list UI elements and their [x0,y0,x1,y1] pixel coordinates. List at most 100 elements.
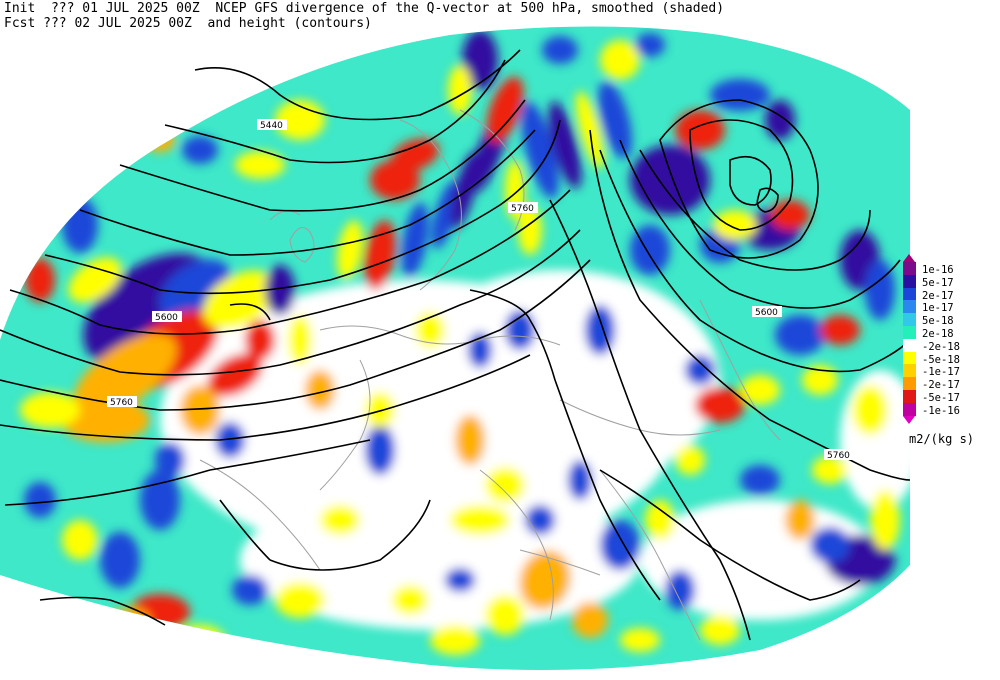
contour-label: 5440 [260,121,283,131]
shaded-cell [365,392,395,428]
colorbar-bottom-arrow [903,415,915,424]
shaded-cell [270,430,390,510]
contour-label: 5760 [511,204,534,214]
colorbar-label: -2e-17 [922,379,960,392]
shaded-cell [765,100,795,140]
shaded-cell [770,200,810,230]
shaded-cell [445,568,475,592]
shaded-cell [320,505,360,535]
shaded-cell [235,151,285,179]
shaded-cell [695,387,745,423]
shaded-cell [462,30,498,90]
colorbar-swatch [903,326,916,339]
shaded-cell [620,628,660,652]
shaded-cell [597,81,633,159]
shaded-cell [392,585,428,615]
shaded-cell [62,520,98,560]
shaded-cell [630,145,710,215]
shaded-cell [700,615,740,645]
shaded-cell [365,425,395,475]
shaded-cell [585,305,615,355]
shaded-cell [675,445,705,475]
shaded-cell [182,136,218,164]
shaded-cell [100,532,140,588]
colorbar-label: -1e-17 [922,366,960,379]
shaded-cell [155,442,185,478]
shaded-cell [145,128,175,152]
colorbar-swatch [903,390,916,403]
colorbar-swatch [903,274,916,288]
colorbar-swatch [903,313,916,326]
contour-label: 5760 [827,451,850,461]
shaded-cell [600,40,640,80]
colorbar-swatch [903,377,916,390]
header-line-init: Init ??? 01 JUL 2025 00Z NCEP GFS diverg… [4,1,725,16]
colorbar-swatch [903,262,916,275]
shaded-cell [60,398,150,442]
shaded-cell [400,270,720,490]
shaded-cell [665,570,695,610]
shaded-cell [305,370,335,410]
shaded-cell [140,470,180,530]
shaded-cell [25,258,55,302]
shaded-cell [62,197,98,253]
shaded-cell [810,527,850,563]
shaded-cell [521,101,559,199]
shaded-cell [20,392,80,428]
shaded-cell [635,33,665,57]
contour-label-group: 5440 5600 5760 5760 5600 5760 [107,119,854,461]
shaded-cell [485,467,525,503]
colorbar-label: -5e-17 [922,392,960,404]
colorbar-swatch [903,351,916,365]
colorbar-label: 1e-16 [922,264,954,276]
shaded-cell [5,218,35,262]
height-contours [0,49,911,641]
shaded-cell [390,138,440,172]
shaded-cell [600,520,640,570]
shaded-cell [525,505,555,535]
shaded-cell [572,602,608,638]
shaded-cell [455,415,485,465]
shaded-cell [865,260,895,320]
shaded-cell [519,550,571,610]
shaded-cell [542,36,578,64]
shaded-cell [505,310,535,350]
shaded-cell [518,205,542,255]
shaded-cell [265,265,295,315]
colorbar-label: 5e-18 [922,315,954,328]
shaded-cell [713,210,757,240]
shaded-cell [401,202,429,278]
shaded-cell [486,76,524,144]
coastlines [199,109,781,641]
colorbar-label: 5e-17 [922,276,954,289]
shaded-cell [820,315,860,345]
colorbar-label: -5e-18 [922,353,960,366]
shaded-cell [785,500,815,540]
colorbar-label: 1e-17 [922,302,954,315]
header-line-fcst: Fcst ??? 02 JUL 2025 00Z and height (con… [4,16,372,31]
shaded-cell [337,220,363,280]
shaded-cell [207,353,263,397]
shaded-cell [802,365,838,395]
shaded-cell [542,395,658,465]
shaded-cell [685,355,715,385]
shaded-cell [740,465,780,495]
shaded-cell [232,575,268,605]
shaded-cell [275,582,325,618]
shaded-cell [245,320,275,360]
shaded-cell [288,315,312,365]
shaded-cell [431,181,459,249]
shaded-cell [275,100,325,140]
shaded-cell [203,270,277,330]
shaded-cell [430,625,480,655]
shaded-cell [215,422,245,458]
colorbar-units: m2/(kg s) [909,432,975,446]
colorbar-label: 2e-18 [922,328,954,340]
shaded-cell [568,460,592,500]
shaded-cell [645,500,675,540]
shaded-cell [710,79,770,111]
contour-label: 5600 [155,313,178,323]
shaded-cell [175,625,225,655]
shaded-cell [24,482,56,518]
